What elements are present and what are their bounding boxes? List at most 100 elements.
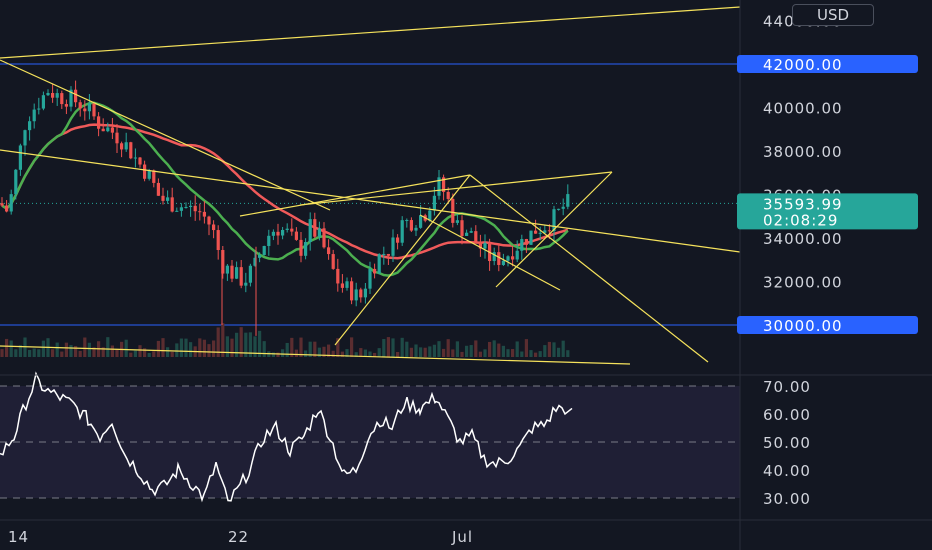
- candle[interactable]: [124, 132, 128, 152]
- candle[interactable]: [340, 274, 344, 293]
- candle[interactable]: [133, 148, 137, 168]
- candle[interactable]: [9, 189, 13, 215]
- candle[interactable]: [51, 83, 55, 103]
- candle[interactable]: [184, 202, 188, 209]
- candle[interactable]: [244, 272, 248, 293]
- candle[interactable]: [442, 174, 446, 201]
- candle[interactable]: [469, 227, 473, 234]
- candle[interactable]: [488, 238, 492, 271]
- candle[interactable]: [391, 229, 395, 263]
- candle[interactable]: [271, 229, 275, 241]
- candle[interactable]: [207, 215, 211, 236]
- trendline[interactable]: [239, 174, 471, 217]
- candle[interactable]: [538, 226, 542, 241]
- candle[interactable]: [414, 225, 418, 236]
- candle[interactable]: [0, 197, 4, 207]
- candle[interactable]: [451, 193, 455, 228]
- candle[interactable]: [5, 200, 9, 213]
- candle[interactable]: [28, 116, 32, 141]
- candle[interactable]: [161, 187, 165, 205]
- candle[interactable]: [60, 90, 64, 109]
- candle[interactable]: [175, 207, 179, 212]
- candle[interactable]: [557, 208, 561, 211]
- candle[interactable]: [18, 143, 22, 176]
- candle[interactable]: [212, 220, 216, 239]
- candle[interactable]: [455, 212, 459, 226]
- trendline[interactable]: [469, 174, 709, 363]
- candle[interactable]: [322, 222, 326, 249]
- candle[interactable]: [294, 227, 298, 241]
- trendline[interactable]: [299, 171, 613, 206]
- candle[interactable]: [299, 232, 303, 263]
- candle[interactable]: [225, 264, 229, 281]
- candle[interactable]: [446, 187, 450, 204]
- trendline[interactable]: [0, 149, 741, 253]
- candle[interactable]: [350, 277, 354, 305]
- candle[interactable]: [529, 230, 533, 246]
- candle[interactable]: [262, 245, 266, 256]
- candle[interactable]: [524, 238, 528, 253]
- candle[interactable]: [55, 88, 59, 106]
- currency-button[interactable]: USD: [792, 4, 874, 26]
- candle[interactable]: [198, 203, 202, 221]
- candle[interactable]: [106, 122, 110, 133]
- candle[interactable]: [515, 240, 519, 263]
- candle[interactable]: [290, 218, 294, 236]
- candle[interactable]: [267, 229, 271, 256]
- candle[interactable]: [120, 141, 124, 158]
- candle[interactable]: [239, 259, 243, 289]
- candle[interactable]: [235, 261, 239, 280]
- candle[interactable]: [138, 156, 142, 168]
- candle[interactable]: [465, 229, 469, 236]
- candle[interactable]: [32, 103, 36, 129]
- candle[interactable]: [377, 253, 381, 275]
- candle[interactable]: [189, 200, 193, 217]
- candle[interactable]: [336, 258, 340, 292]
- candle[interactable]: [179, 203, 183, 217]
- candle[interactable]: [258, 252, 262, 263]
- candle[interactable]: [83, 100, 87, 121]
- candle[interactable]: [396, 234, 400, 250]
- trendline[interactable]: [334, 174, 471, 346]
- trendline[interactable]: [495, 171, 613, 288]
- candle[interactable]: [345, 277, 349, 291]
- candle[interactable]: [193, 195, 197, 221]
- candle[interactable]: [409, 217, 413, 232]
- candle[interactable]: [363, 282, 367, 304]
- candle[interactable]: [419, 205, 423, 229]
- candle[interactable]: [354, 282, 358, 307]
- candle[interactable]: [382, 246, 386, 265]
- candle[interactable]: [566, 184, 570, 210]
- candle[interactable]: [511, 245, 515, 267]
- candle[interactable]: [317, 221, 321, 241]
- candle[interactable]: [46, 89, 50, 97]
- candle[interactable]: [37, 97, 41, 115]
- candle[interactable]: [110, 117, 114, 140]
- candle[interactable]: [143, 160, 147, 182]
- candle[interactable]: [483, 234, 487, 259]
- candle[interactable]: [561, 198, 565, 216]
- candle[interactable]: [386, 253, 390, 265]
- candle[interactable]: [78, 99, 82, 117]
- candle[interactable]: [156, 178, 160, 196]
- candle[interactable]: [437, 170, 441, 200]
- candle[interactable]: [460, 215, 464, 245]
- candle[interactable]: [253, 251, 257, 267]
- candle[interactable]: [216, 225, 220, 260]
- candle[interactable]: [478, 234, 482, 257]
- trendline[interactable]: [0, 345, 631, 365]
- candle[interactable]: [97, 112, 101, 137]
- candle[interactable]: [327, 239, 331, 260]
- candle[interactable]: [520, 234, 524, 260]
- trendline[interactable]: [419, 214, 561, 291]
- candle[interactable]: [474, 225, 478, 243]
- candle[interactable]: [152, 169, 156, 188]
- candle[interactable]: [23, 129, 27, 156]
- candle[interactable]: [368, 261, 372, 295]
- trendline[interactable]: [0, 59, 331, 211]
- candle[interactable]: [170, 187, 174, 213]
- candle[interactable]: [304, 238, 308, 260]
- candle[interactable]: [41, 91, 45, 111]
- candle[interactable]: [492, 247, 496, 266]
